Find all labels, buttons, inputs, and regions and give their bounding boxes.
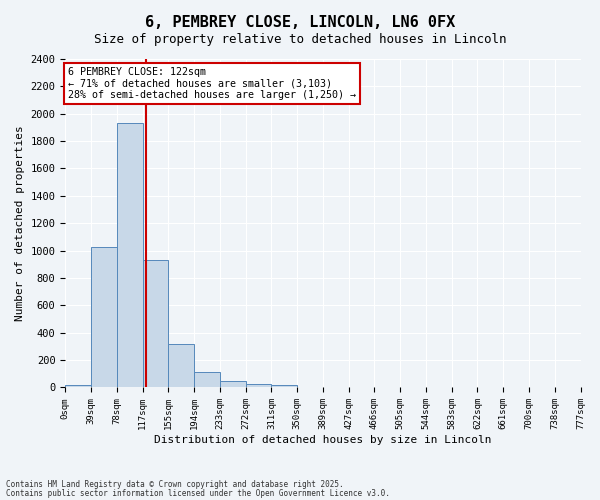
Bar xyxy=(117,124,143,388)
Text: Contains public sector information licensed under the Open Government Licence v3: Contains public sector information licen… xyxy=(6,488,390,498)
Bar xyxy=(194,372,220,388)
Y-axis label: Number of detached properties: Number of detached properties xyxy=(15,126,25,321)
Text: 6 PEMBREY CLOSE: 122sqm
← 71% of detached houses are smaller (3,103)
28% of semi: 6 PEMBREY CLOSE: 122sqm ← 71% of detache… xyxy=(68,67,356,100)
Text: Size of property relative to detached houses in Lincoln: Size of property relative to detached ho… xyxy=(94,32,506,46)
Bar xyxy=(143,260,169,388)
Bar xyxy=(169,344,194,388)
X-axis label: Distribution of detached houses by size in Lincoln: Distribution of detached houses by size … xyxy=(154,435,491,445)
Bar xyxy=(220,380,245,388)
Bar xyxy=(271,384,297,388)
Text: 6, PEMBREY CLOSE, LINCOLN, LN6 0FX: 6, PEMBREY CLOSE, LINCOLN, LN6 0FX xyxy=(145,15,455,30)
Bar xyxy=(91,246,117,388)
Bar xyxy=(245,384,271,388)
Text: Contains HM Land Registry data © Crown copyright and database right 2025.: Contains HM Land Registry data © Crown c… xyxy=(6,480,344,489)
Bar xyxy=(65,384,91,388)
